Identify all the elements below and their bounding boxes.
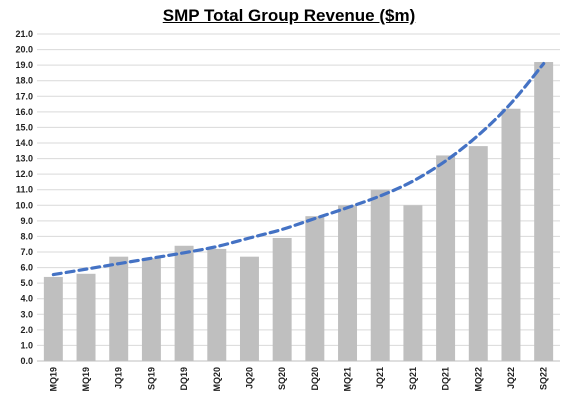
x-tick-label: JQ20 [244, 367, 254, 389]
bar [305, 216, 325, 361]
y-tick-label: 21.0 [15, 29, 33, 39]
y-tick-label: 14.0 [15, 138, 33, 148]
x-tick-label: MQ19 [81, 367, 91, 392]
x-tick-label: MQ20 [212, 367, 222, 392]
x-tick-label: JQ22 [506, 367, 516, 389]
y-tick-label: 2.0 [20, 325, 33, 335]
x-tick-label: MQ22 [473, 367, 483, 392]
y-tick-label: 11.0 [16, 185, 33, 195]
x-tick-label: JQ21 [375, 367, 385, 389]
bar [534, 62, 554, 362]
x-tick-label: SQ21 [408, 367, 418, 390]
x-tick-label: MQ19 [48, 367, 58, 392]
y-tick-label: 6.0 [20, 263, 33, 273]
x-tick-label: JQ19 [114, 367, 124, 389]
bar [272, 237, 292, 361]
bar [436, 155, 456, 361]
y-tick-label: 7.0 [20, 247, 33, 257]
y-tick-label: 9.0 [20, 216, 33, 226]
bar [207, 248, 227, 361]
y-tick-label: 16.0 [15, 107, 33, 117]
bar [370, 189, 390, 361]
y-tick-label: 17.0 [15, 91, 33, 101]
y-tick-label: 1.0 [20, 340, 33, 350]
bar [43, 276, 63, 361]
y-tick-label: 0.0 [20, 356, 33, 366]
bar [239, 256, 259, 361]
x-tick-label: SQ19 [146, 367, 156, 390]
y-tick-label: 3.0 [20, 309, 33, 319]
y-tick-label: 10.0 [15, 200, 33, 210]
y-tick-label: 4.0 [20, 294, 33, 304]
x-tick-label: SQ20 [277, 367, 287, 390]
bar [76, 273, 96, 361]
y-tick-label: 15.0 [15, 122, 33, 132]
y-tick-label: 12.0 [15, 169, 33, 179]
bar [109, 256, 129, 361]
chart-title: SMP Total Group Revenue ($m) [162, 6, 416, 25]
y-tick-label: 20.0 [15, 45, 33, 55]
x-tick-label: MQ21 [343, 367, 353, 392]
bar [501, 108, 521, 361]
x-tick-label: DQ21 [441, 367, 451, 391]
bar [338, 205, 358, 361]
x-tick-label: DQ19 [179, 367, 189, 391]
bar [174, 245, 194, 361]
x-tick-label: DQ20 [310, 367, 320, 391]
bar [468, 146, 488, 361]
y-tick-label: 5.0 [20, 278, 33, 288]
y-tick-label: 8.0 [20, 231, 33, 241]
y-tick-label: 19.0 [15, 60, 33, 70]
bar [141, 258, 161, 361]
y-tick-label: 13.0 [15, 154, 33, 164]
bar [403, 205, 423, 361]
x-tick-label: SQ22 [539, 367, 549, 390]
trendline [51, 61, 546, 277]
y-tick-label: 18.0 [15, 76, 33, 86]
